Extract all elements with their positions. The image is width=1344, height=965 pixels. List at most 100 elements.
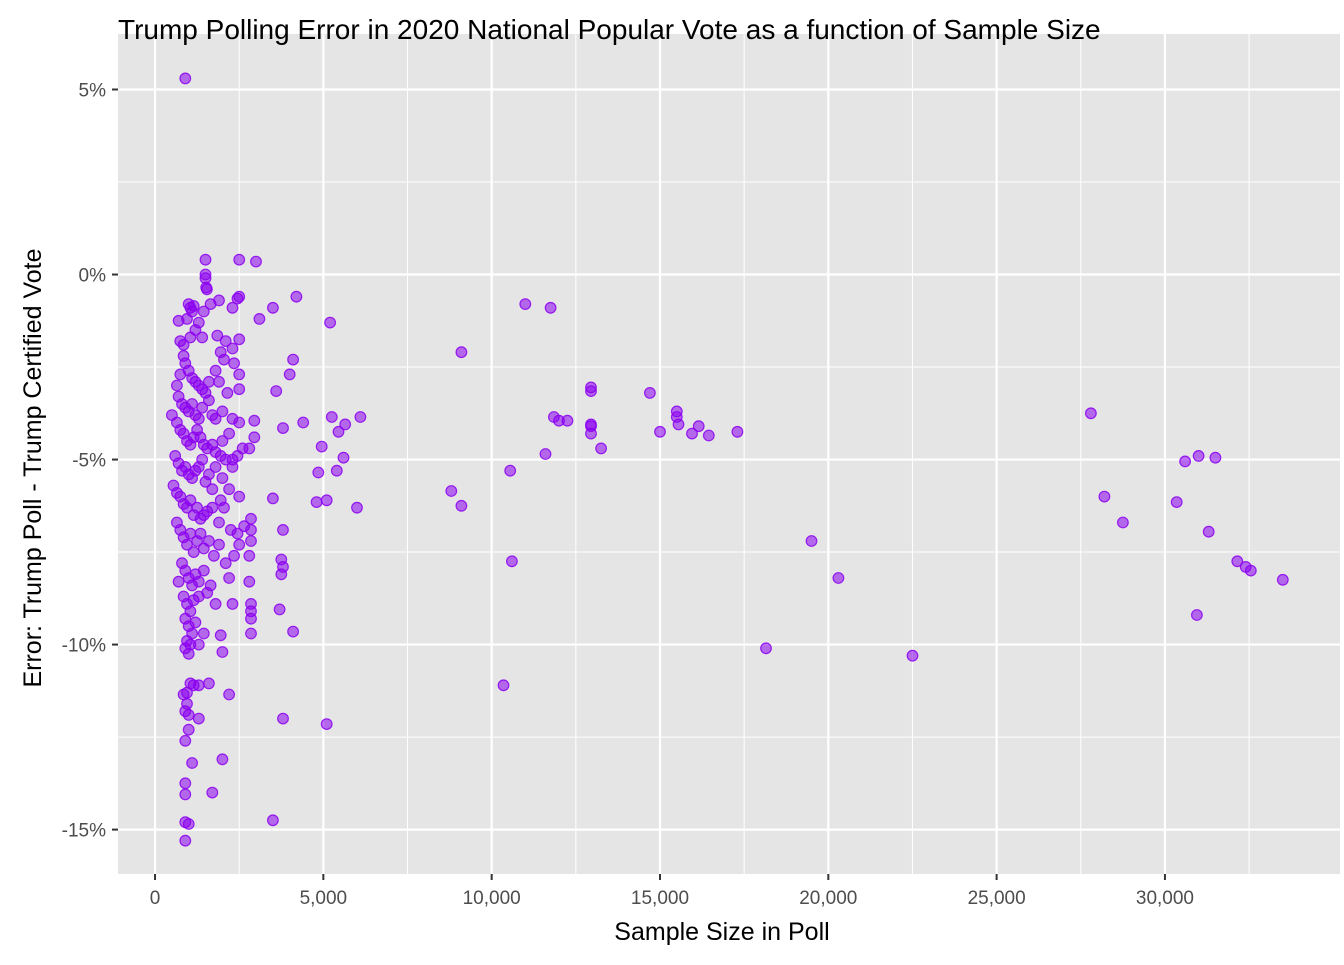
- data-point: [253, 313, 266, 325]
- data-point: [455, 346, 468, 359]
- data-point: [1116, 516, 1129, 529]
- data-point: [200, 283, 213, 296]
- data-point: [245, 512, 257, 525]
- data-point: [204, 298, 217, 311]
- data-point: [223, 427, 236, 440]
- data-point: [209, 364, 222, 377]
- data-point: [196, 331, 209, 344]
- data-point: [233, 490, 246, 503]
- data-point: [211, 329, 224, 342]
- data-point: [310, 496, 323, 509]
- data-point: [221, 387, 234, 399]
- data-point: [519, 298, 532, 311]
- y-tick-label: -15%: [62, 821, 106, 842]
- data-point: [290, 290, 303, 303]
- data-point: [267, 814, 279, 827]
- y-tick-label: -5%: [72, 451, 106, 472]
- data-point: [202, 394, 215, 407]
- data-point: [202, 677, 215, 690]
- data-point: [654, 425, 666, 438]
- data-point: [189, 616, 202, 629]
- data-point: [585, 427, 597, 440]
- y-axis-title: Error: Trump Poll - Trump Certified Vote: [19, 248, 47, 687]
- data-point: [179, 734, 192, 747]
- data-point: [219, 335, 232, 348]
- data-point: [233, 416, 246, 429]
- data-point: [172, 575, 185, 588]
- data-point: [354, 411, 367, 423]
- data-point: [245, 524, 257, 536]
- axis-layer: 0 5,000 10,000 15,000 20,000 25,000 30,000 5% 0%…: [62, 81, 1194, 909]
- data-point: [267, 301, 279, 314]
- data-point: [287, 625, 300, 638]
- data-point: [179, 777, 192, 790]
- data-point: [209, 412, 222, 425]
- data-point: [201, 586, 214, 599]
- data-point: [702, 429, 715, 442]
- data-point: [332, 425, 345, 438]
- data-point: [186, 757, 199, 769]
- data-point: [324, 316, 337, 329]
- data-point: [179, 72, 192, 85]
- data-point: [228, 549, 241, 562]
- data-point: [544, 301, 557, 314]
- grid-layer: [118, 34, 1340, 874]
- data-point: [184, 331, 197, 344]
- data-point: [216, 405, 229, 418]
- y-tick-label: 5%: [79, 81, 107, 102]
- data-point: [320, 494, 333, 507]
- x-tick-label: 0: [150, 888, 161, 909]
- data-point: [202, 535, 215, 547]
- data-point: [277, 422, 289, 435]
- x-tick-label: 5,000: [300, 888, 348, 909]
- data-point: [207, 549, 220, 562]
- data-point: [233, 368, 246, 381]
- data-point: [539, 448, 552, 460]
- data-point: [182, 709, 195, 721]
- x-tick-label: 25,000: [968, 888, 1026, 909]
- data-point: [218, 353, 230, 366]
- data-point: [209, 461, 222, 473]
- data-point: [497, 679, 510, 692]
- points-layer: [165, 72, 1289, 847]
- data-point: [192, 638, 205, 651]
- data-point: [1192, 450, 1205, 462]
- data-point: [325, 411, 338, 423]
- data-point: [206, 786, 219, 799]
- data-point: [226, 461, 239, 473]
- data-point: [213, 516, 225, 529]
- data-point: [351, 501, 363, 514]
- data-point: [1276, 573, 1289, 586]
- data-point: [277, 712, 289, 725]
- data-point: [223, 572, 236, 584]
- data-point: [312, 466, 325, 479]
- data-point: [192, 679, 205, 692]
- data-point: [214, 629, 227, 642]
- chart-title: Trump Polling Error in 2020 National Pop…: [118, 14, 1101, 45]
- data-point: [275, 568, 288, 581]
- x-axis-title: Sample Size in Poll: [614, 918, 829, 946]
- data-point: [226, 342, 239, 355]
- data-point: [170, 379, 183, 392]
- data-point: [174, 335, 187, 348]
- data-point: [330, 464, 343, 477]
- data-point: [216, 753, 229, 766]
- data-point: [595, 442, 607, 455]
- data-point: [192, 575, 205, 588]
- data-point: [179, 788, 192, 801]
- data-point: [1231, 555, 1244, 568]
- data-point: [206, 501, 219, 514]
- data-point: [181, 538, 193, 551]
- data-point: [832, 572, 845, 584]
- data-point: [692, 420, 705, 433]
- data-point: [194, 527, 207, 540]
- data-point: [223, 688, 236, 701]
- data-point: [228, 357, 241, 370]
- data-point: [445, 485, 458, 497]
- data-point: [199, 253, 212, 266]
- data-point: [561, 414, 574, 427]
- data-point: [219, 557, 232, 570]
- data-point: [216, 646, 229, 658]
- data-point: [760, 642, 772, 655]
